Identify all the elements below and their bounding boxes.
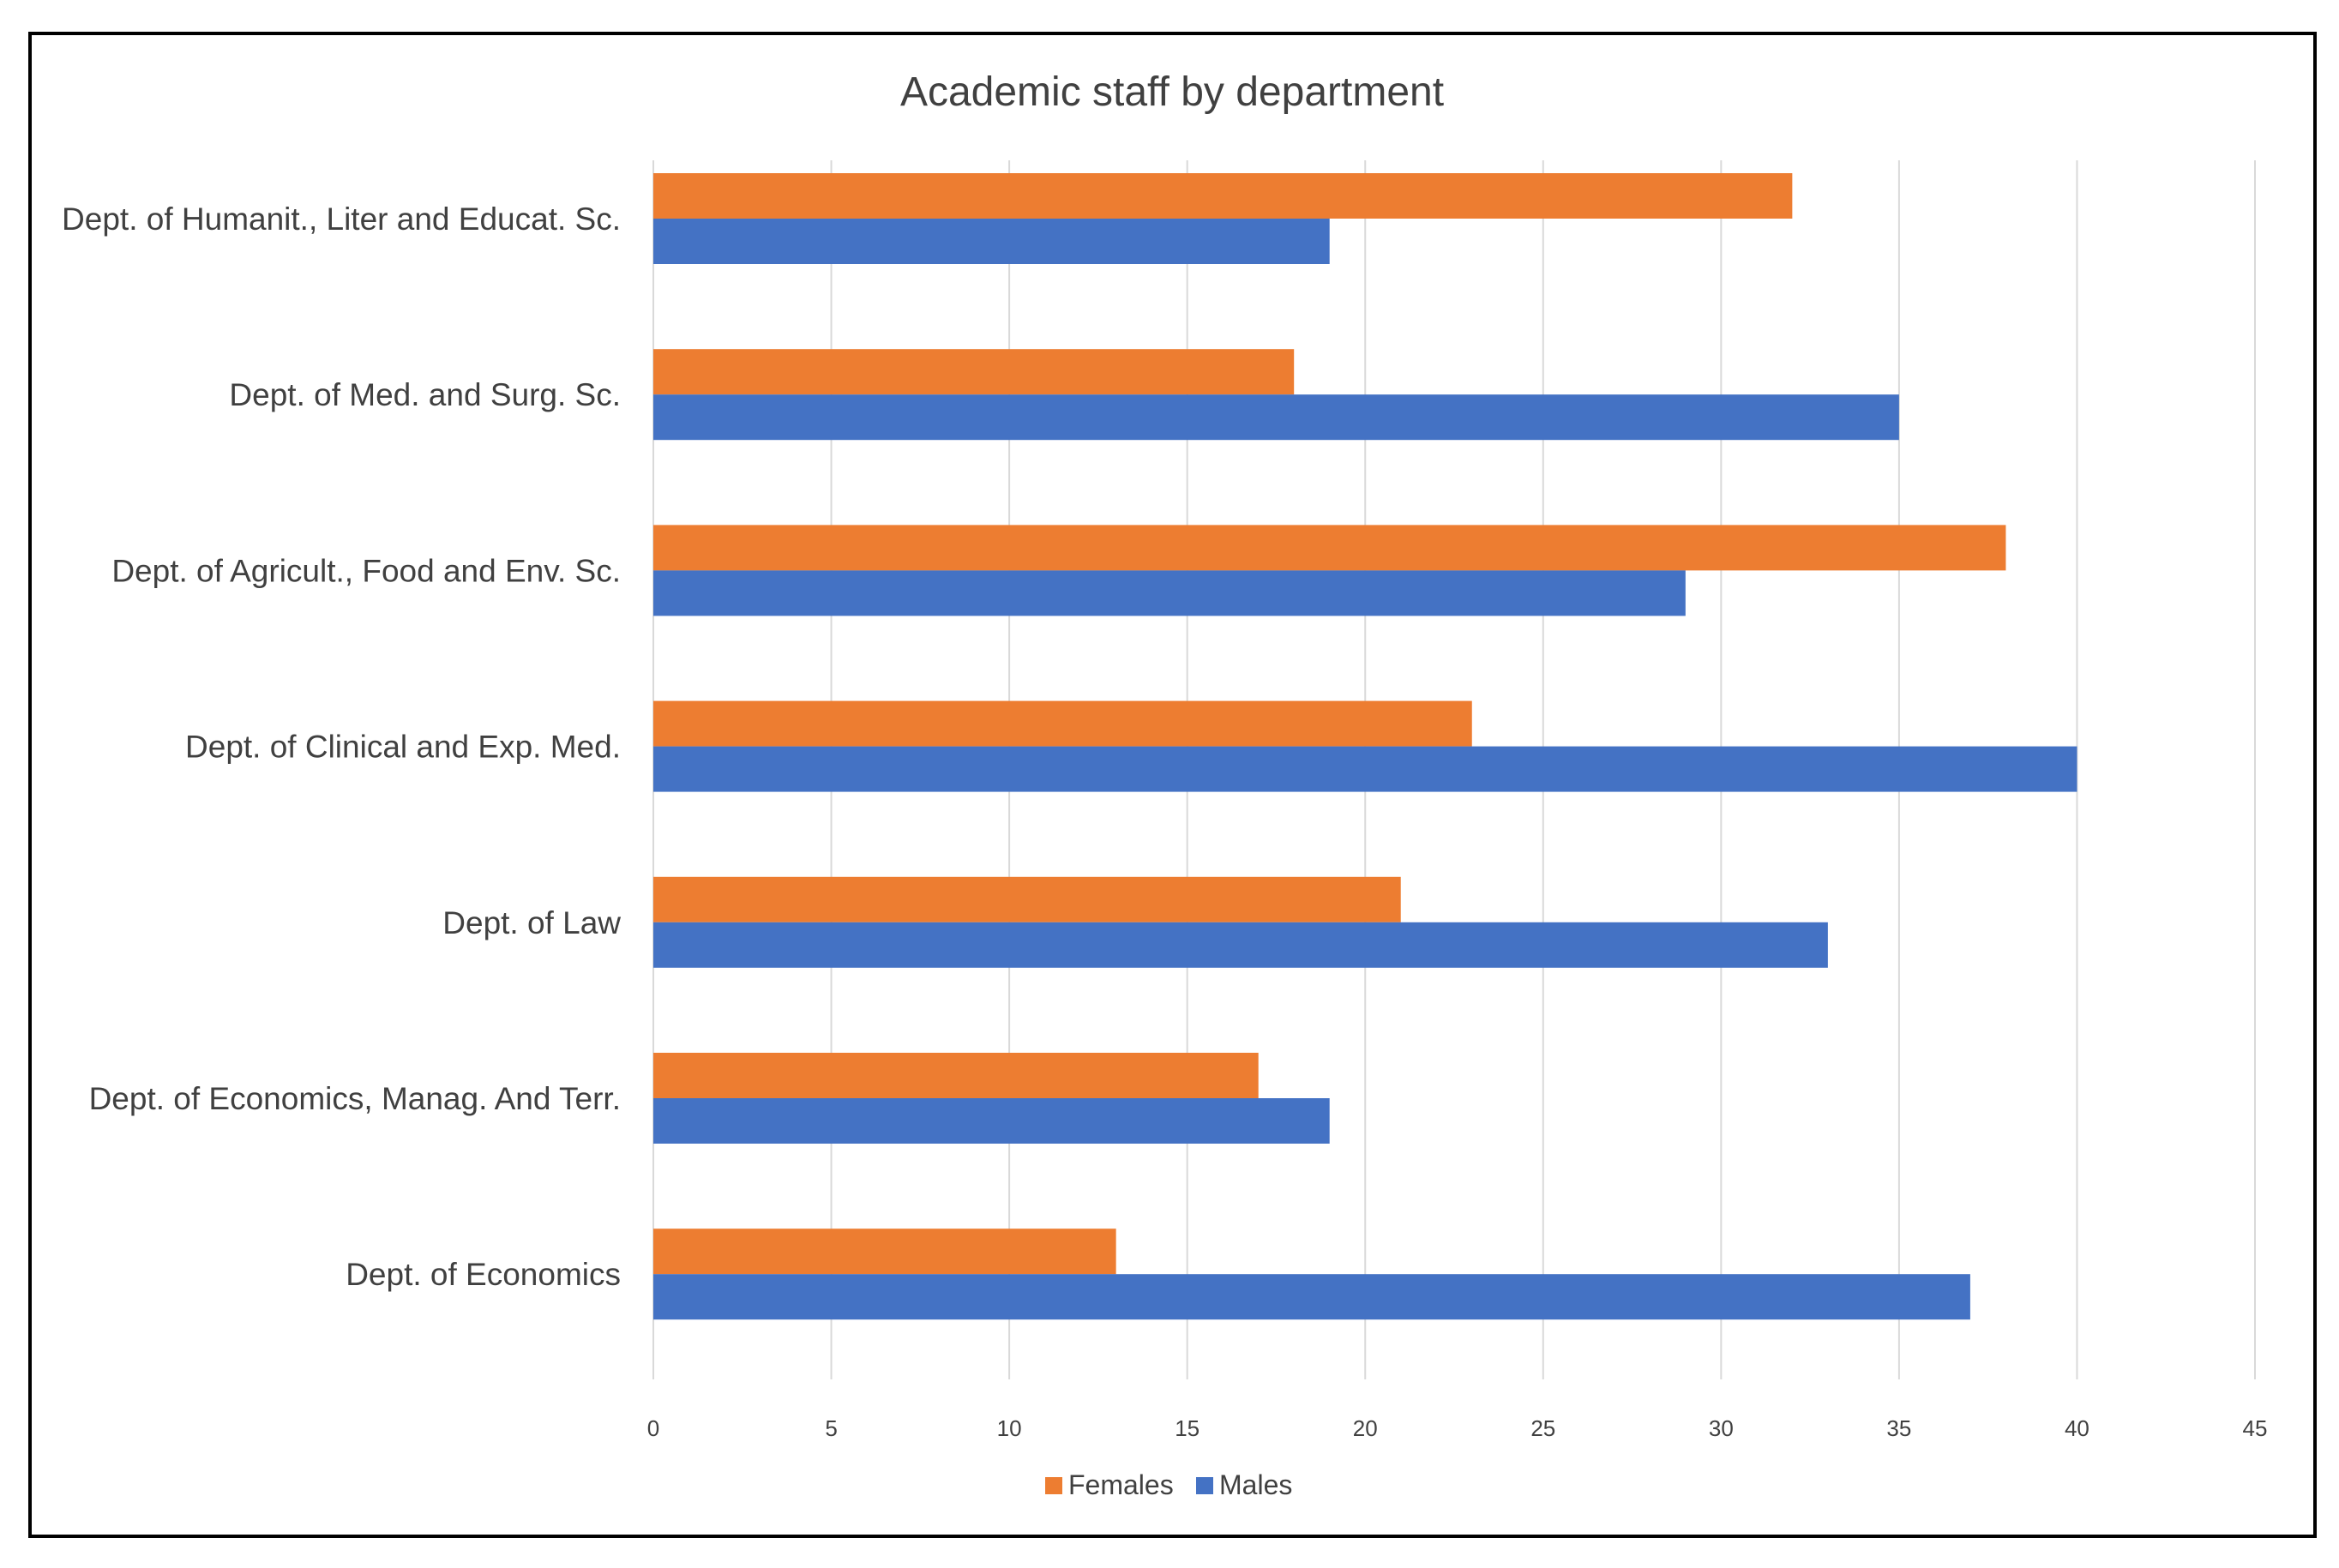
bar-females-2 bbox=[653, 525, 2006, 571]
category-label: Dept. of Agricult., Food and Env. Sc. bbox=[111, 553, 621, 588]
bar-females-1 bbox=[653, 349, 1295, 395]
chart-title: Academic staff by department bbox=[900, 69, 1444, 115]
x-tick-label: 40 bbox=[2065, 1415, 2089, 1441]
bar-females-4 bbox=[653, 876, 1401, 922]
bar-males-5 bbox=[653, 1098, 1330, 1144]
bar-males-6 bbox=[653, 1274, 1970, 1320]
bar-males-4 bbox=[653, 922, 1828, 968]
x-tick-label: 25 bbox=[1530, 1415, 1555, 1441]
category-label: Dept. of Economics, Manag. And Terr. bbox=[89, 1081, 621, 1116]
bars bbox=[653, 173, 2077, 1320]
bar-males-2 bbox=[653, 570, 1686, 616]
x-tick-label: 30 bbox=[1709, 1415, 1734, 1441]
bar-females-6 bbox=[653, 1229, 1116, 1275]
x-tick-label: 45 bbox=[2243, 1415, 2268, 1441]
bar-females-3 bbox=[653, 700, 1472, 747]
category-label: Dept. of Clinical and Exp. Med. bbox=[185, 730, 621, 765]
bar-males-1 bbox=[653, 394, 1899, 441]
x-axis-ticks: 0 5 10 15 20 25 30 35 40 45 bbox=[647, 1415, 2268, 1441]
bar-males-3 bbox=[653, 746, 2077, 792]
category-label: Dept. of Law bbox=[442, 905, 621, 940]
x-tick-label: 35 bbox=[1886, 1415, 1911, 1441]
x-tick-label: 5 bbox=[825, 1415, 837, 1441]
bar-females-0 bbox=[653, 173, 1793, 219]
category-label: Dept. of Med. and Surg. Sc. bbox=[229, 377, 621, 412]
legend-swatch-females bbox=[1045, 1477, 1062, 1494]
x-tick-label: 15 bbox=[1175, 1415, 1200, 1441]
legend-swatch-males bbox=[1196, 1477, 1213, 1494]
legend: Females Males bbox=[1045, 1469, 1292, 1500]
category-label: Dept. of Humanit., Liter and Educat. Sc. bbox=[62, 201, 621, 237]
category-labels: Dept. of Humanit., Liter and Educat. Sc.… bbox=[62, 201, 621, 1292]
legend-label-females: Females bbox=[1068, 1469, 1174, 1500]
legend-label-males: Males bbox=[1219, 1469, 1292, 1500]
bar-males-0 bbox=[653, 219, 1330, 264]
x-tick-label: 0 bbox=[647, 1415, 659, 1441]
chart-frame: Academic staff by department Dept. of Hu… bbox=[28, 32, 2317, 1538]
bar-females-5 bbox=[653, 1053, 1259, 1098]
category-label: Dept. of Economics bbox=[346, 1257, 621, 1292]
chart-svg: Academic staff by department Dept. of Hu… bbox=[62, 69, 2268, 1500]
x-tick-label: 20 bbox=[1353, 1415, 1378, 1441]
x-tick-label: 10 bbox=[997, 1415, 1022, 1441]
